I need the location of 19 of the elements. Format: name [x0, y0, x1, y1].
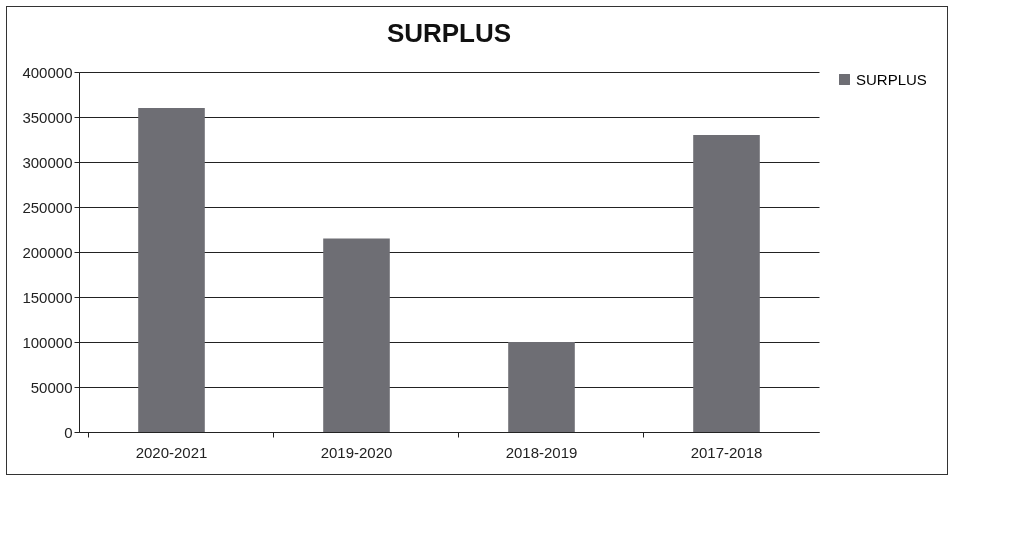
- y-tick-label: 250000: [22, 198, 73, 216]
- y-tick-label: 100000: [22, 333, 73, 351]
- bar: [693, 135, 760, 432]
- x-tick-label: 2018-2019: [505, 443, 578, 461]
- y-tick-label: 0: [64, 423, 73, 441]
- x-tick-label: 2019-2020: [320, 443, 393, 461]
- x-tick-label: 2017-2018: [690, 443, 763, 461]
- bar: [323, 238, 390, 432]
- y-tick-label: 200000: [22, 243, 73, 261]
- y-tick-label: 150000: [22, 288, 73, 306]
- x-tick-label: 2020-2021: [135, 443, 208, 461]
- chart-title: SURPLUS: [386, 18, 512, 48]
- y-tick-label: 300000: [22, 153, 73, 171]
- legend-label: SURPLUS: [856, 70, 927, 88]
- y-tick-label: 400000: [22, 63, 73, 81]
- bar: [138, 108, 205, 432]
- y-tick-label: 350000: [22, 108, 73, 126]
- y-tick-label: 50000: [30, 378, 73, 396]
- bar: [508, 342, 575, 432]
